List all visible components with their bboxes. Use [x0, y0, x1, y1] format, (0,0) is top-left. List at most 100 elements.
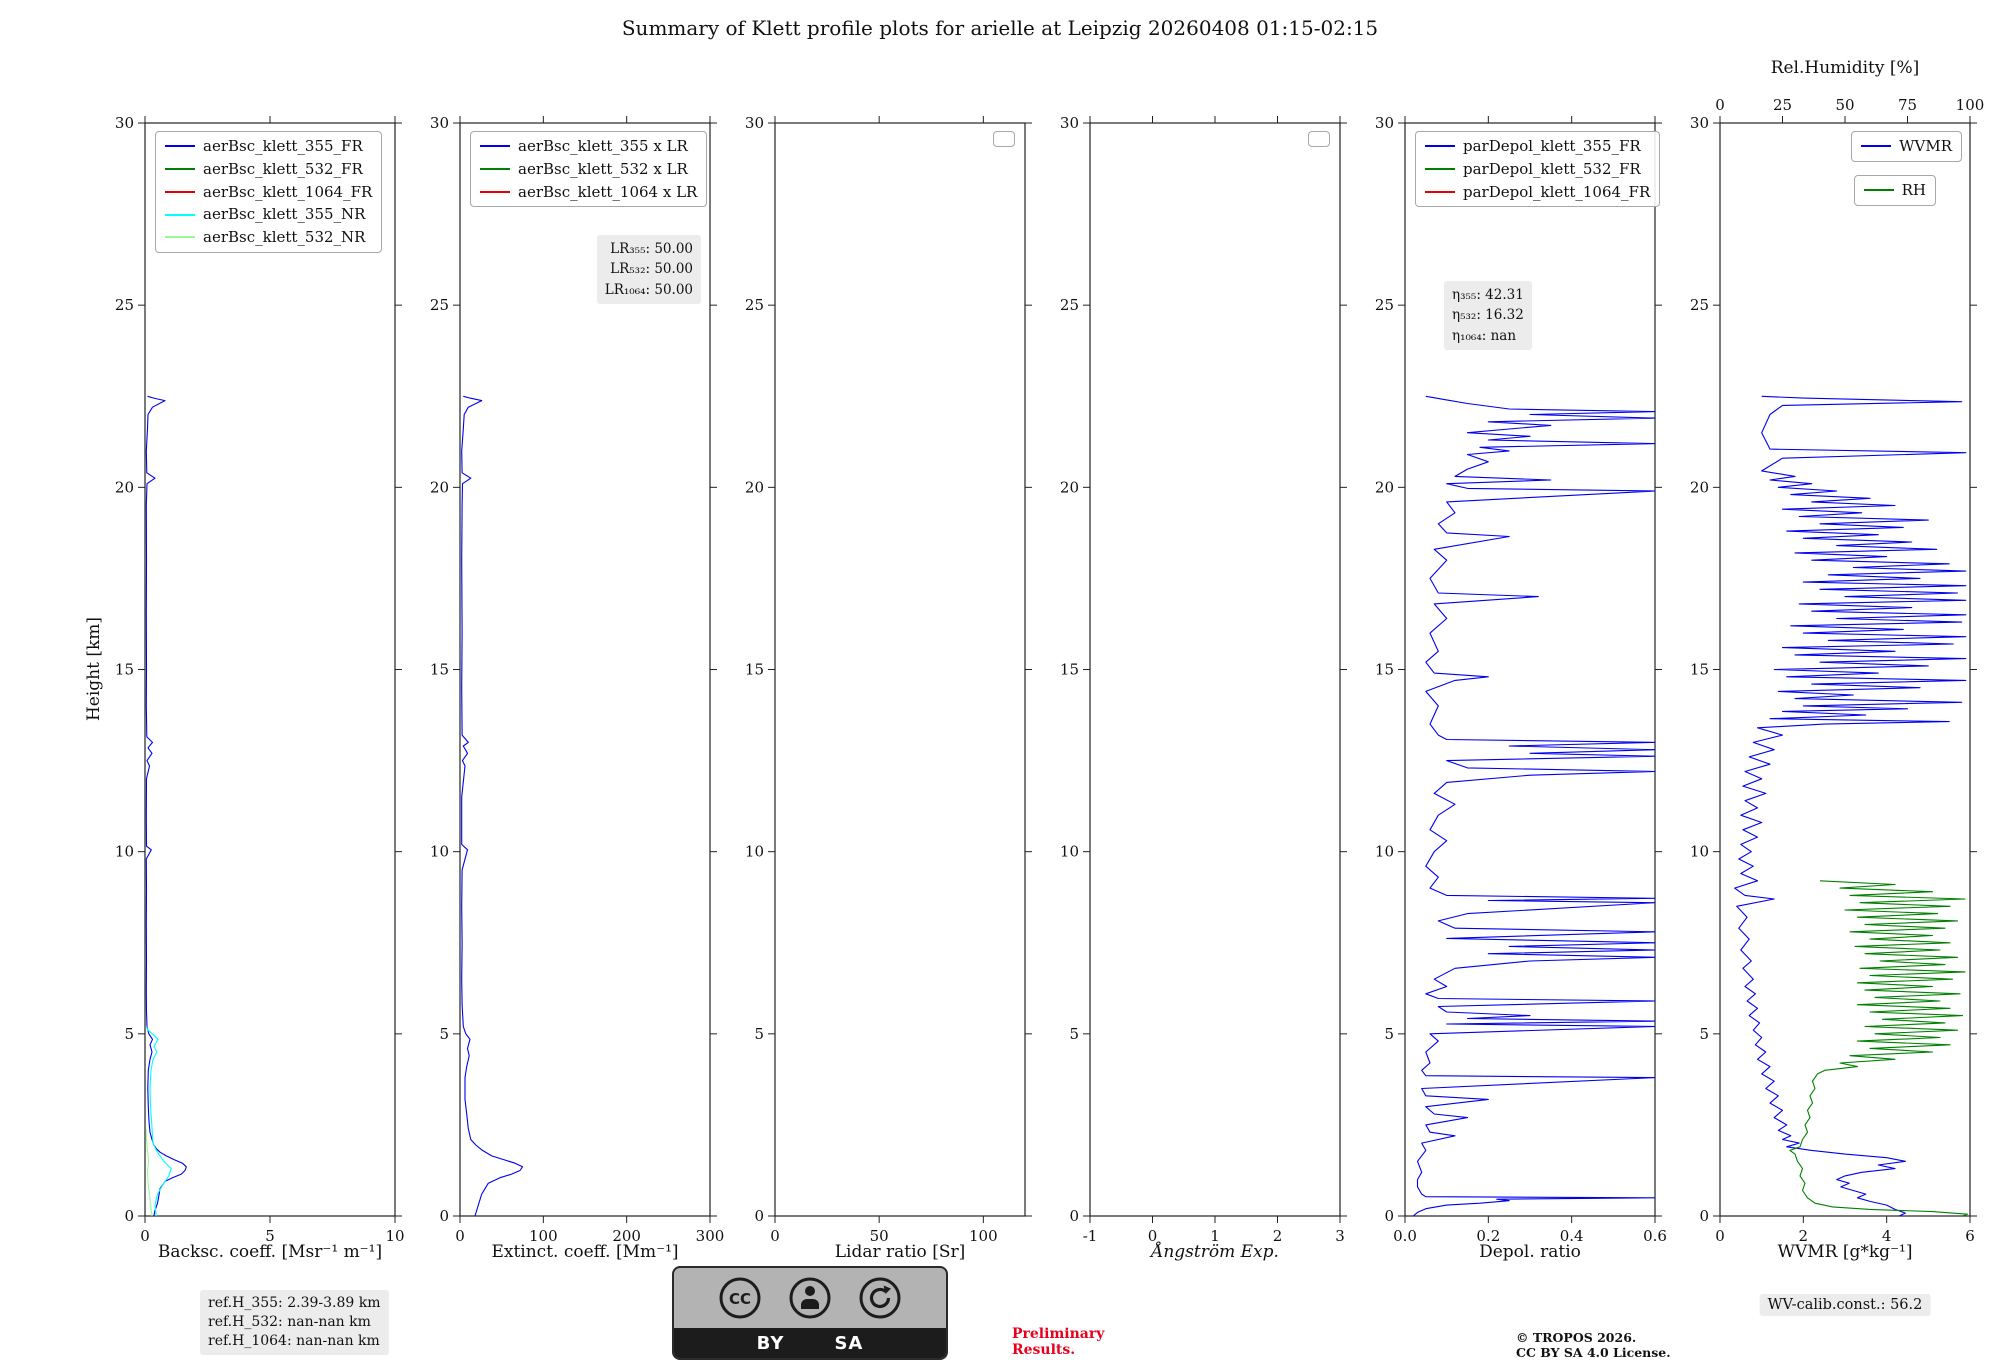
legend-line-swatch — [165, 145, 195, 148]
tick-label: 10 — [745, 843, 764, 861]
tick-label: 30 — [745, 114, 764, 132]
tick-label: 1 — [1210, 1227, 1220, 1245]
tick-label: 3 — [1335, 1227, 1345, 1245]
legend-label: aerBsc_klett_1064 x LR — [518, 182, 698, 201]
cc-badge-icons: CC — [674, 1268, 946, 1328]
legend-empty — [1308, 131, 1330, 147]
preliminary-results-note: Preliminary Results. — [1012, 1326, 1104, 1358]
tick-label: 25 — [1773, 96, 1792, 114]
tick-label: 5 — [1069, 1025, 1079, 1043]
series-line-aerBsc_klett_355_FR — [145, 395, 187, 1217]
legend-item: aerBsc_klett_532_FR — [165, 160, 372, 179]
tick-label: 0 — [1148, 1227, 1158, 1245]
xlabel-wvmr: WVMR [g*kg⁻¹] — [1777, 1242, 1913, 1262]
tick-label: 0 — [439, 1207, 449, 1225]
legend-label: parDepol_klett_355_FR — [1463, 137, 1641, 155]
legend-label: WVMR — [1899, 137, 1952, 155]
legend: WVMR — [1851, 131, 1962, 162]
tick-label: 5 — [1699, 1025, 1709, 1043]
tick-label: 5 — [265, 1227, 275, 1245]
xlabel-lidar-ratio: Lidar ratio [Sr] — [834, 1242, 966, 1262]
tick-label: 0 — [1069, 1207, 1079, 1225]
legend-label: aerBsc_klett_532_NR — [203, 228, 366, 246]
legend-item: aerBsc_klett_1064_FR — [165, 183, 372, 202]
tick-label: 50 — [1835, 96, 1854, 114]
tick-label: 0 — [770, 1227, 780, 1245]
tick-label: 20 — [1690, 478, 1709, 496]
tick-label: 10 — [1375, 843, 1394, 861]
reference-height-annotation: ref.H_355: 2.39-3.89 km ref.H_532: nan-n… — [200, 1290, 389, 1355]
tick-label: 4 — [1882, 1227, 1892, 1245]
tick-label: 0.2 — [1476, 1227, 1500, 1245]
xlabel-backscatter: Backsc. coeff. [Msr⁻¹ m⁻¹] — [157, 1242, 383, 1262]
tick-label: 2 — [1273, 1227, 1283, 1245]
legend: aerBsc_klett_355 x LR aerBsc_klett_532 x … — [470, 131, 708, 208]
ref-h-1064: ref.H_1064: nan-nan km — [208, 1332, 380, 1349]
legend-item: RH — [1863, 181, 1926, 200]
tick-label: 100 — [969, 1227, 998, 1245]
cc-sharealike-arrow-icon — [859, 1277, 901, 1319]
tick-label: 10 — [115, 843, 134, 861]
annotation-line: η₅₃₂: 16.32 — [1452, 307, 1524, 324]
tick-label: 0 — [1384, 1207, 1394, 1225]
tick-label: 100 — [1956, 96, 1985, 114]
credit-line-2: CC BY SA 4.0 License. — [1516, 1345, 1671, 1360]
legend-label: parDepol_klett_1064_FR — [1463, 182, 1651, 201]
tick-label: 20 — [430, 478, 449, 496]
annotation-line: LR₅₃₂: 50.00 — [610, 261, 693, 278]
tick-label: 15 — [1375, 661, 1394, 679]
tick-label: 30 — [1690, 114, 1709, 132]
tick-label: 0.6 — [1643, 1227, 1667, 1245]
tick-label: 50 — [870, 1227, 889, 1245]
tick-label: 10 — [385, 1227, 404, 1245]
tick-label: 0 — [1699, 1207, 1709, 1225]
legend-item: parDepol_klett_1064_FR — [1425, 183, 1650, 202]
tick-label: -1 — [1083, 1227, 1098, 1245]
series-line-aerBsc_klett_355_NR — [145, 1026, 172, 1217]
tick-label: 15 — [430, 661, 449, 679]
legend-line-swatch — [165, 190, 195, 193]
tick-label: 30 — [1060, 114, 1079, 132]
y-axis-label: Height [km] — [84, 616, 104, 722]
legend-item: parDepol_klett_532_FR — [1425, 160, 1650, 179]
tick-label: 0.0 — [1393, 1227, 1417, 1245]
legend-label: RH — [1901, 181, 1926, 199]
legend-item: aerBsc_klett_355_FR — [165, 137, 372, 156]
axes-frame-lidar-ratio — [774, 122, 1026, 1217]
xlabel-extinction: Extinct. coeff. [Mm⁻¹] — [491, 1242, 679, 1262]
tick-label: 15 — [1060, 661, 1079, 679]
tick-label: 5 — [124, 1025, 134, 1043]
tick-label: 20 — [1060, 478, 1079, 496]
xlabel-depol-ratio: Depol. ratio — [1479, 1242, 1581, 1262]
ref-h-355: ref.H_355: 2.39-3.89 km — [208, 1295, 381, 1311]
series-line-aerBsc_klett_355_x_LR — [461, 395, 524, 1217]
series-line-RH — [1789, 880, 1969, 1217]
legend-line-swatch — [1425, 145, 1455, 148]
axes-frame-angstroem — [1089, 122, 1341, 1217]
tick-label: 0 — [140, 1227, 150, 1245]
legend-label: parDepol_klett_532_FR — [1463, 159, 1641, 178]
tick-label: 15 — [1690, 661, 1709, 679]
tick-label: 5 — [1384, 1025, 1394, 1043]
annotation-box-extinction: LR₃₅₅: 50.00 LR₅₃₂: 50.00 LR₁₀₆₄: 50.00 — [596, 235, 701, 304]
ref-h-532: ref.H_532: nan-nan km — [208, 1313, 371, 1330]
tick-label: 15 — [745, 661, 764, 679]
tick-label: 75 — [1898, 96, 1917, 114]
annotation-box-depol-ratio: η₃₅₅: 42.31 η₅₃₂: 16.32 η₁₀₆₄: nan — [1444, 281, 1532, 350]
tick-label: 0 — [754, 1207, 764, 1225]
tick-label: 25 — [745, 296, 764, 314]
legend-item: aerBsc_klett_532 x LR — [480, 160, 697, 179]
cc-license-badge: CC BY SA — [672, 1266, 948, 1360]
legend-line-swatch — [480, 190, 510, 193]
legend-item: aerBsc_klett_1064 x LR — [480, 183, 697, 202]
tick-label: 20 — [1375, 478, 1394, 496]
tick-label: 15 — [115, 661, 134, 679]
tick-label: 200 — [612, 1227, 641, 1245]
legend-label: aerBsc_klett_355_FR — [203, 137, 363, 155]
legend-label: aerBsc_klett_532_FR — [203, 159, 363, 178]
tropos-credit: © TROPOS 2026. CC BY SA 4.0 License. — [1516, 1330, 1671, 1360]
credit-line-1: © TROPOS 2026. — [1516, 1330, 1637, 1345]
legend-line-swatch — [480, 168, 510, 171]
